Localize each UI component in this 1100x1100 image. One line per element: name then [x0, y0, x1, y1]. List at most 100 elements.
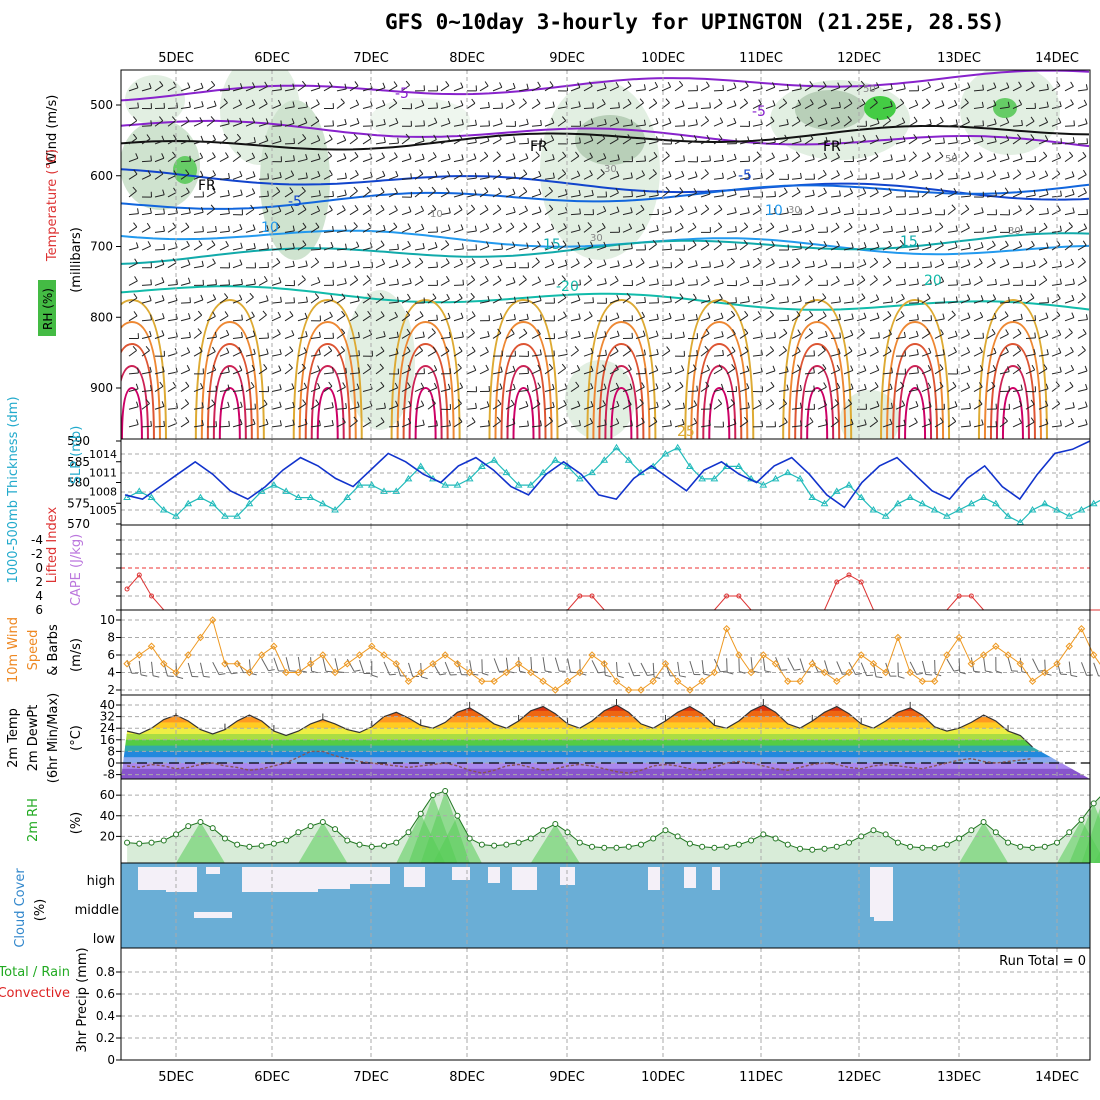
wind-barb	[895, 331, 906, 339]
barb-staff	[310, 103, 320, 109]
wind-barb	[219, 329, 230, 339]
barb-staff	[427, 122, 437, 127]
barb-flag	[486, 401, 490, 407]
wind-barb	[1077, 257, 1086, 269]
wind-barb	[128, 276, 138, 286]
barb-flag	[265, 118, 269, 124]
barb-staff	[869, 337, 880, 339]
barb-staff	[674, 84, 684, 92]
barb-staff	[297, 158, 308, 163]
barb-flag	[167, 675, 174, 677]
barb-staff	[674, 191, 684, 198]
wind-barb	[1025, 189, 1036, 198]
barb-staff	[427, 156, 437, 163]
barb-flag	[577, 241, 581, 248]
barb-flag	[407, 364, 412, 371]
barb-staff	[336, 194, 347, 198]
barb-staff	[661, 122, 672, 127]
barb-staff	[284, 302, 295, 304]
wind-barb	[752, 311, 762, 322]
wind-barb	[765, 332, 776, 339]
barb-staff	[453, 367, 462, 375]
barb-flag	[418, 346, 424, 351]
wind-barb	[687, 240, 697, 251]
barb-staff	[297, 106, 308, 110]
barb-staff	[973, 89, 984, 92]
wind-barb	[323, 261, 334, 269]
barb-staff	[791, 279, 800, 286]
wind-barb	[817, 169, 827, 180]
barb-staff	[635, 386, 645, 392]
wind-barb	[206, 346, 216, 357]
barb-staff	[986, 158, 997, 163]
barb-staff	[726, 175, 737, 180]
barb-flag	[184, 399, 190, 404]
wind-barb	[856, 275, 866, 286]
barb-flag	[890, 296, 893, 303]
wind-barb	[687, 171, 698, 180]
wind-barb	[1064, 99, 1074, 109]
barb-flag	[394, 152, 398, 158]
barb-flag	[341, 310, 346, 316]
barb-staff	[1077, 192, 1087, 198]
barb-staff	[934, 245, 944, 251]
barb-staff	[128, 213, 139, 216]
wind-barb	[609, 134, 619, 145]
wind-barb	[921, 98, 931, 109]
barb-staff	[258, 353, 269, 357]
wind-barb	[986, 82, 997, 92]
barb-flag	[212, 187, 216, 193]
barb-flag	[1071, 294, 1075, 301]
barb-staff	[453, 317, 464, 322]
wind-barb	[141, 222, 151, 233]
wind-barb	[570, 241, 581, 251]
barb-staff	[193, 105, 204, 110]
barb-staff	[388, 122, 399, 127]
wind-barb	[713, 383, 724, 393]
li-tick-label: 6	[35, 603, 43, 617]
wind-barb	[141, 170, 152, 180]
wind-barb	[141, 120, 152, 127]
barb-staff	[830, 106, 841, 110]
barb-flag	[332, 120, 334, 126]
barb-flag	[590, 241, 594, 247]
barb-flag	[408, 153, 412, 159]
wind-barb	[986, 294, 997, 304]
barb-staff	[1077, 174, 1087, 180]
wind-barb	[661, 206, 672, 216]
wind-barb	[628, 662, 641, 677]
barb-staff	[219, 194, 230, 198]
slp-marker	[1053, 506, 1061, 513]
barb-flag	[302, 240, 307, 246]
wind-barb	[934, 151, 944, 163]
barb-flag	[292, 225, 295, 231]
barb-staff	[544, 139, 554, 145]
wind-barb	[557, 311, 567, 322]
wind-barb	[505, 99, 515, 109]
barb-flag	[577, 82, 581, 88]
wind-barb	[375, 346, 385, 357]
barb-flag	[1046, 242, 1049, 248]
wind-barb	[778, 417, 788, 428]
wind-barb	[401, 310, 411, 322]
barb-flag	[301, 275, 306, 280]
wind-barb	[726, 329, 736, 339]
barb-flag	[330, 241, 334, 248]
li-tick-label: 0	[35, 561, 43, 575]
barb-staff	[414, 350, 423, 357]
wind-barb	[726, 386, 737, 393]
wind-barb	[895, 225, 906, 233]
wind-barb	[583, 257, 593, 269]
barb-flag	[940, 240, 944, 246]
barb-staff	[869, 405, 880, 410]
wind-barb	[999, 117, 1010, 127]
barb-staff	[388, 425, 399, 428]
barb-flag	[862, 188, 867, 194]
wind-barb	[817, 259, 828, 269]
barb-flag	[407, 223, 411, 229]
barb-flag	[916, 330, 919, 337]
wind-barb	[947, 204, 956, 216]
barb-staff	[860, 662, 868, 676]
barb-staff	[362, 138, 372, 145]
wind-barb	[882, 225, 893, 233]
